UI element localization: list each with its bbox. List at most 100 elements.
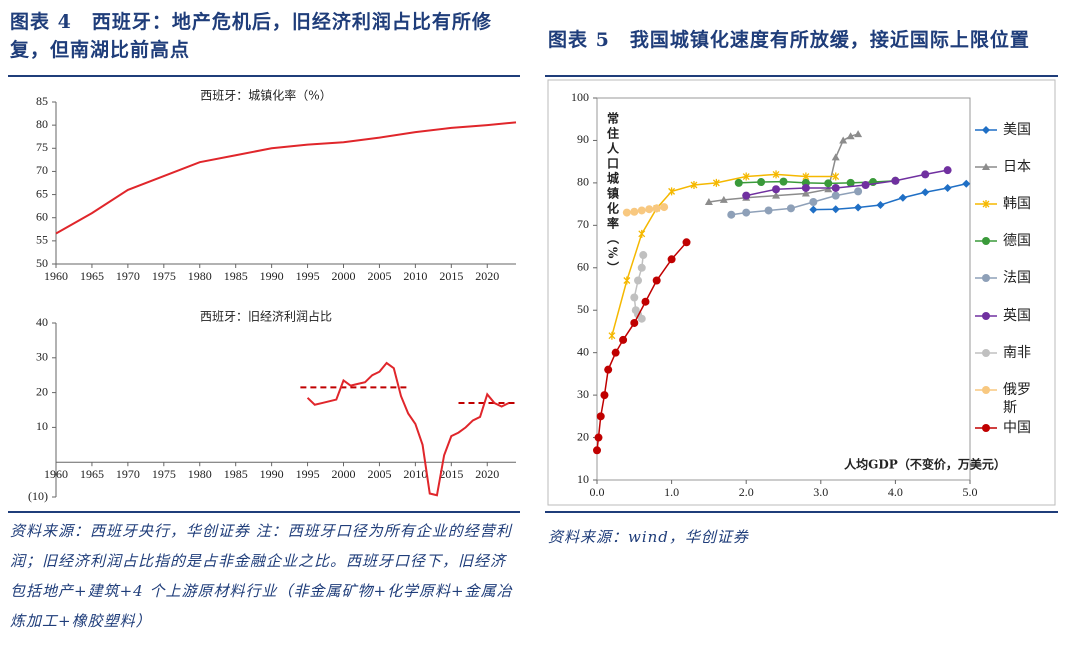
- rule: [8, 511, 520, 513]
- point: [660, 203, 669, 212]
- point: [637, 263, 646, 272]
- y-tick-label: 50: [577, 302, 589, 316]
- rule: [545, 75, 1058, 77]
- point: [637, 206, 646, 215]
- line: [55, 121, 517, 235]
- source-note: 资料来源：西班牙央行，华创证券 注：西班牙口径为所有企业的经营利润；旧经济利润占…: [10, 522, 513, 630]
- y-tick-label: 100: [571, 90, 589, 104]
- y-tick-label: 40: [36, 315, 48, 329]
- point: [831, 205, 840, 214]
- point: [801, 189, 810, 197]
- point: [719, 195, 728, 203]
- point: [861, 181, 870, 190]
- point: [682, 238, 691, 247]
- y-tick-label: 50: [36, 256, 48, 270]
- y-tick-label: 80: [577, 175, 589, 189]
- x-tick-label: 1995: [296, 269, 320, 283]
- x-tick-label: 2020: [475, 467, 499, 481]
- point: [779, 177, 788, 186]
- series-line: [708, 133, 859, 203]
- legend-marker: [982, 126, 990, 134]
- point: [854, 187, 863, 196]
- point: [641, 297, 650, 306]
- point: [962, 179, 971, 188]
- point: [652, 276, 661, 285]
- point: [727, 210, 736, 219]
- x-axis-label: 人均GDP（不变价，万美元）: [844, 457, 1006, 472]
- point: [846, 132, 855, 140]
- point: [898, 193, 907, 202]
- x-tick-label: 2015: [439, 467, 463, 481]
- point: [593, 446, 601, 455]
- point: [824, 185, 833, 193]
- legend-marker: [982, 200, 990, 208]
- legend-label: 南非: [1003, 345, 1031, 361]
- y-tick-label: 70: [36, 163, 48, 177]
- rule: [8, 75, 520, 77]
- y-tick-label: 90: [577, 132, 589, 146]
- point: [831, 153, 840, 161]
- point: [831, 183, 840, 192]
- point: [742, 191, 751, 200]
- chart-title: 西班牙：旧经济利润占比: [200, 309, 332, 324]
- point: [772, 191, 781, 199]
- point: [832, 172, 840, 181]
- point: [690, 181, 698, 190]
- point: [704, 197, 713, 205]
- point: [596, 412, 605, 421]
- point: [772, 185, 781, 194]
- y-tick-label: 10: [577, 472, 589, 486]
- x-tick-label: 4.0: [888, 485, 903, 499]
- x-tick-label: 1.0: [664, 485, 679, 499]
- x-tick-label: 1995: [296, 467, 320, 481]
- x-tick-label: 1970: [116, 467, 140, 481]
- source-note: 资料来源：wind，华创证券: [548, 528, 749, 546]
- y-tick-label: 30: [577, 387, 589, 401]
- x-tick-label: 1980: [188, 269, 212, 283]
- legend-label: 日本: [1003, 159, 1031, 175]
- point: [639, 251, 648, 260]
- point: [846, 178, 855, 187]
- point: [742, 208, 751, 217]
- legend-marker: [982, 274, 990, 282]
- point: [839, 136, 848, 144]
- point: [638, 229, 646, 238]
- x-tick-label: 1980: [188, 467, 212, 481]
- x-tick-label: 2005: [367, 269, 391, 283]
- point: [876, 200, 885, 209]
- legend-label: 英国: [1003, 308, 1031, 324]
- x-tick-label: 2010: [403, 269, 427, 283]
- y-tick-label: 85: [36, 94, 48, 108]
- legend-marker: [982, 312, 990, 320]
- point: [801, 183, 810, 192]
- x-tick-label: 1985: [224, 467, 248, 481]
- legend-label: 中国: [1003, 420, 1031, 436]
- point: [921, 188, 930, 197]
- x-tick-label: 3.0: [813, 485, 828, 499]
- y-tick-label: 20: [577, 429, 589, 443]
- x-tick-label: 2010: [403, 467, 427, 481]
- figure-title: 图表 4 西班牙：地产危机后，旧经济利润占比有所修复，但南湖比前高点: [10, 11, 492, 61]
- y-tick-label: 75: [36, 140, 48, 154]
- point: [634, 276, 643, 285]
- series-line: [746, 169, 948, 197]
- point: [772, 170, 780, 179]
- x-tick-label: 1990: [260, 467, 284, 481]
- x-tick-label: 2015: [439, 269, 463, 283]
- x-tick-label: 2000: [332, 467, 356, 481]
- point: [630, 318, 639, 327]
- legend-label: 美国: [1003, 122, 1031, 138]
- x-tick-label: 0.0: [590, 485, 605, 499]
- point: [668, 187, 676, 196]
- rule: [545, 511, 1058, 513]
- y-axis-label: 常住人口城镇化率（%）: [606, 111, 620, 277]
- point: [611, 348, 620, 357]
- x-tick-label: 2000: [332, 269, 356, 283]
- legend-marker: [982, 349, 990, 357]
- point: [854, 130, 863, 138]
- legend-marker: [982, 386, 990, 394]
- y-tick-label: 60: [36, 209, 48, 223]
- point: [652, 204, 661, 213]
